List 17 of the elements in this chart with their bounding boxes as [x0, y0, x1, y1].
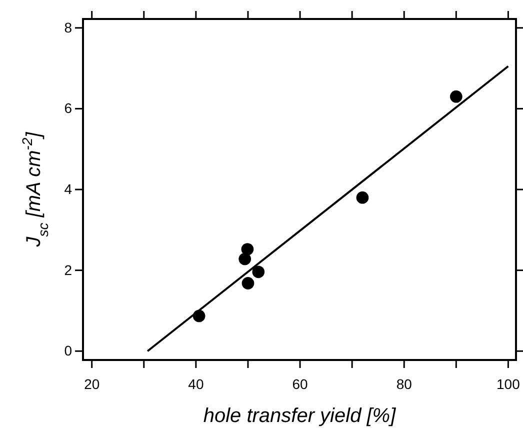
x-axis-title: hole transfer yield [%] — [203, 405, 396, 427]
point — [450, 90, 462, 103]
x-tick-label: 80 — [396, 376, 412, 392]
point — [238, 252, 252, 266]
point — [242, 277, 254, 290]
x-tick-label: 20 — [84, 376, 100, 392]
x-tick-label: 40 — [188, 376, 204, 392]
x-tick-label: 60 — [292, 376, 308, 392]
y-tick-label: 0 — [64, 342, 72, 359]
y-tick-label: 8 — [64, 19, 72, 36]
point — [241, 243, 254, 256]
y-tick-label: 6 — [64, 100, 72, 116]
x-tick-label: 100 — [496, 376, 520, 392]
y-tick-label: 2 — [64, 262, 72, 278]
point — [252, 266, 265, 278]
point — [356, 191, 369, 204]
y-tick-label: 4 — [64, 180, 72, 197]
